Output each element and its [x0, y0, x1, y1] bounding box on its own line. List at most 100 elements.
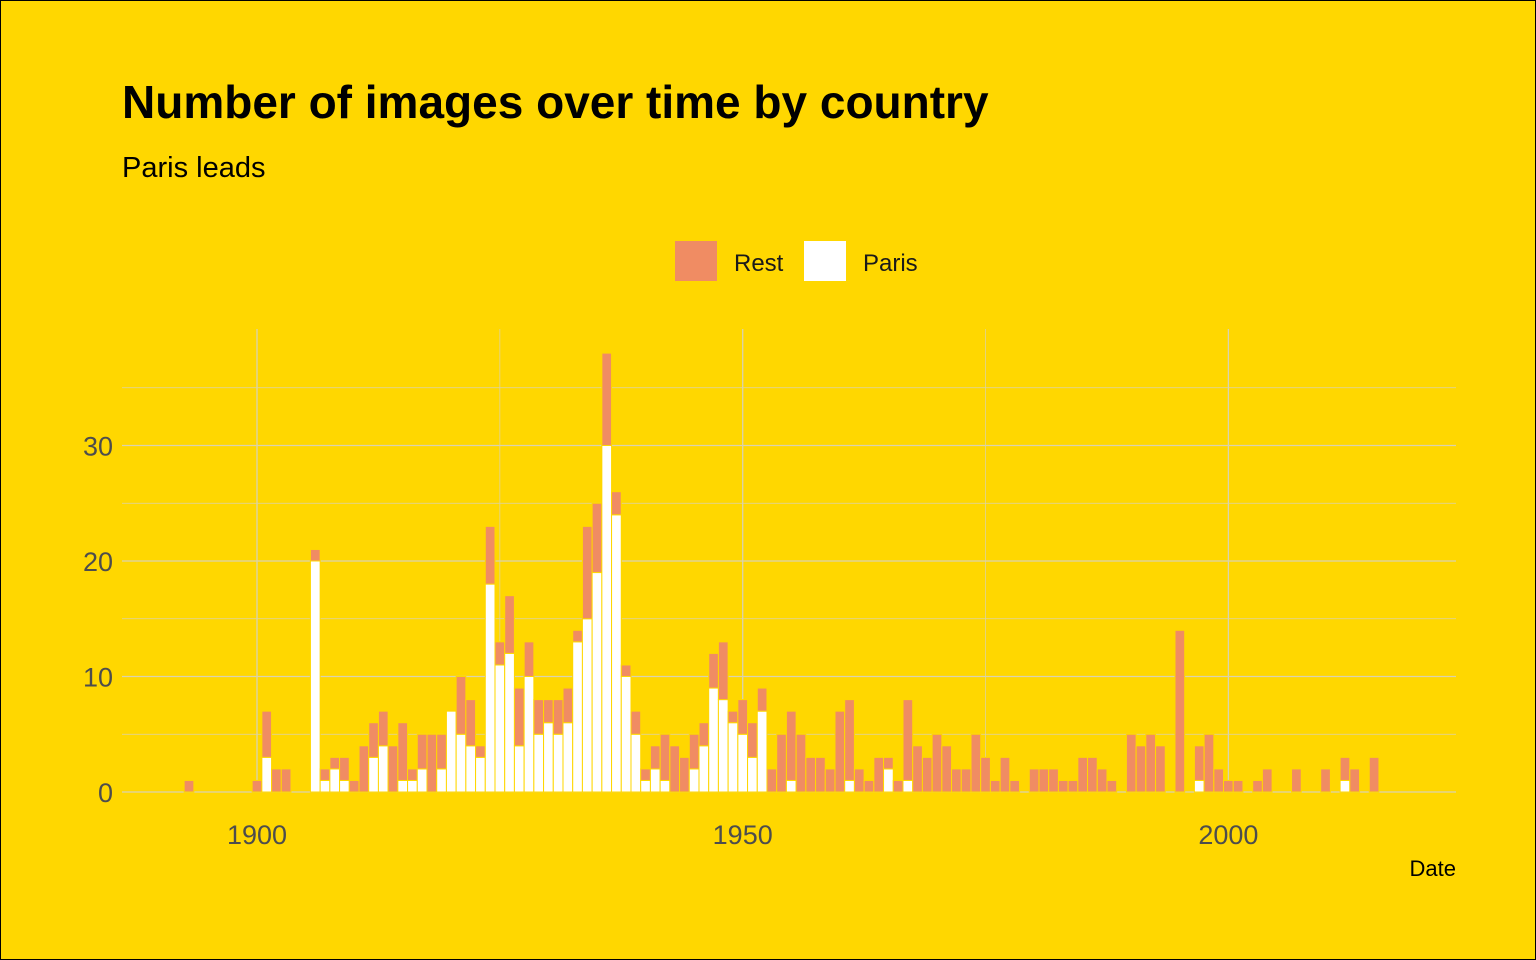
bar-rest-1912	[368, 722, 379, 758]
bar-rest-1930	[543, 699, 554, 724]
bar-rest-1980	[1028, 768, 1040, 793]
bar-paris-1913	[377, 745, 389, 793]
bar-rest-1953	[766, 768, 778, 793]
bar-rest-1959	[824, 768, 836, 793]
bar-paris-1938	[620, 676, 632, 793]
bar-rest-2007	[1291, 768, 1302, 793]
bar-rest-1964	[873, 756, 885, 793]
bar-rest-1925	[494, 641, 506, 666]
bar-paris-1997	[1193, 779, 1205, 793]
chart-subtitle: Paris leads	[122, 152, 265, 184]
bar-rest-1997	[1193, 745, 1205, 781]
bar-rest-1988	[1106, 779, 1118, 793]
bar-paris-1932	[562, 722, 574, 793]
bar-paris-1929	[533, 733, 545, 793]
bar-rest-1907	[319, 768, 331, 781]
bar-paris-1930	[543, 722, 554, 793]
bar-rest-1903	[280, 768, 292, 793]
bar-rest-1950	[737, 699, 749, 735]
bar-paris-1950	[737, 733, 749, 793]
bar-paris-1927	[513, 745, 525, 793]
bar-rest-1942	[659, 733, 671, 781]
bar-paris-1906	[309, 560, 321, 793]
bar-paris-1909	[339, 779, 350, 793]
legend-label-rest: Rest	[734, 250, 784, 277]
x-tick-label: 1950	[713, 820, 773, 850]
bar-paris-1926	[504, 652, 515, 793]
bar-paris-1915	[397, 779, 409, 793]
bar-rest-1948	[717, 641, 729, 701]
bar-rest-1966	[892, 779, 904, 793]
bar-paris-1955	[785, 779, 797, 793]
bar-rest-1919	[436, 733, 447, 770]
y-tick-label: 30	[83, 432, 113, 462]
bar-rest-1949	[727, 710, 739, 724]
bar-rest-1968	[912, 745, 923, 793]
bar-rest-1963	[863, 779, 875, 793]
bar-paris-2012	[1339, 779, 1351, 793]
y-tick-label: 20	[83, 547, 113, 577]
bar-paris-1916	[407, 779, 418, 793]
bar-paris-1908	[329, 768, 341, 793]
y-tick-labels: 0 10 20 30	[83, 432, 113, 809]
bar-rest-1902	[271, 768, 282, 793]
bar-paris-1942	[659, 779, 671, 793]
bar-paris-1940	[640, 779, 651, 793]
bars	[183, 352, 1380, 793]
bar-rest-2004	[1261, 768, 1273, 793]
bar-rest-1945	[688, 733, 700, 770]
bar-rest-1965	[883, 756, 894, 770]
bar-rest-1974	[970, 733, 982, 793]
bar-rest-1901	[261, 710, 273, 758]
bar-rest-1978	[1009, 779, 1021, 793]
bar-rest-1910	[348, 779, 360, 793]
x-tick-label: 1900	[227, 820, 287, 850]
bar-rest-1893	[183, 779, 195, 793]
bar-rest-1986	[1087, 756, 1098, 793]
bar-rest-1929	[533, 699, 545, 735]
bar-rest-1981	[1038, 768, 1050, 793]
bar-paris-1928	[523, 676, 535, 793]
bar-rest-1906	[309, 548, 321, 562]
legend: Rest Paris	[675, 241, 918, 281]
bar-paris-1933	[572, 641, 583, 793]
bar-rest-1967	[902, 699, 914, 781]
bar-rest-1922	[465, 699, 477, 747]
bar-rest-2000	[1223, 779, 1234, 793]
bar-paris-1935	[591, 572, 603, 793]
bar-paris-1907	[319, 779, 331, 793]
bar-rest-1927	[513, 687, 525, 747]
bar-rest-1900	[251, 779, 263, 793]
y-tick-label: 10	[83, 663, 113, 693]
bar-rest-1939	[630, 710, 642, 735]
bar-rest-1915	[397, 722, 409, 781]
bar-rest-1971	[941, 745, 953, 793]
x-tick-labels: 1900 1950 2000	[227, 820, 1258, 850]
bar-rest-1952	[756, 687, 768, 712]
bar-rest-2015	[1368, 756, 1380, 793]
bar-paris-1923	[475, 756, 486, 793]
bar-rest-1977	[999, 756, 1011, 793]
bar-rest-2001	[1232, 779, 1244, 793]
bar-rest-1962	[853, 768, 865, 793]
bar-paris-1952	[756, 710, 768, 793]
bar-rest-1921	[455, 676, 467, 735]
bar-rest-1933	[572, 629, 583, 643]
bar-rest-1975	[980, 756, 991, 793]
bar-rest-1970	[931, 733, 943, 793]
bar-paris-1945	[688, 768, 700, 793]
bar-paris-1924	[484, 583, 496, 793]
bar-rest-1917	[416, 733, 428, 770]
bar-rest-1923	[475, 745, 486, 758]
bar-rest-1976	[989, 779, 1001, 793]
bar-rest-1916	[407, 768, 418, 781]
x-axis-title: Date	[1410, 856, 1456, 881]
bar-rest-1998	[1203, 733, 1215, 793]
bar-rest-1938	[620, 664, 632, 678]
bar-rest-1969	[921, 756, 933, 793]
bar-rest-1941	[649, 745, 661, 770]
bar-rest-1955	[785, 710, 797, 781]
bar-rest-1956	[795, 733, 807, 793]
